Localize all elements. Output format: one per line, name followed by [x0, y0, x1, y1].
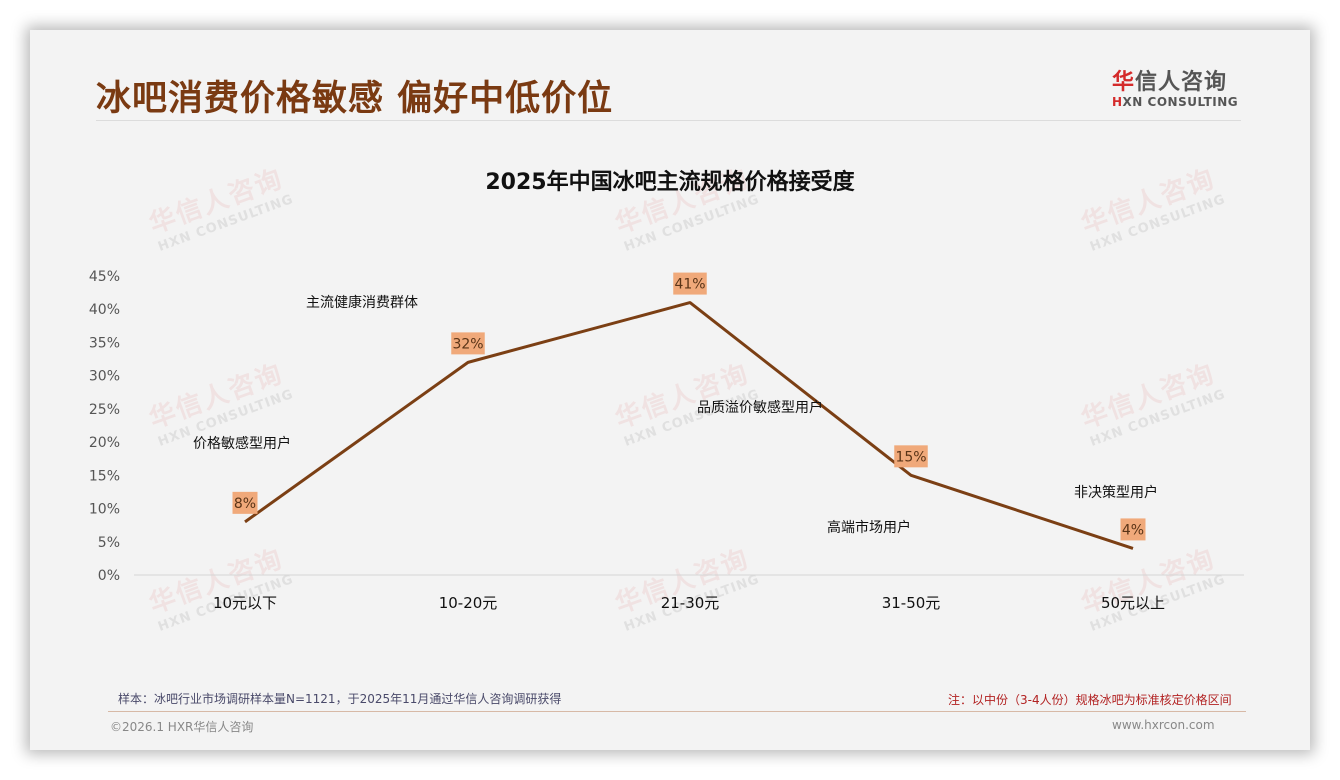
data-label: 41%: [673, 272, 707, 295]
segment-annotation: 高端市场用户: [827, 519, 911, 536]
data-label: 8%: [232, 491, 258, 514]
company-logo: 华信人咨询 HXN CONSULTING: [1112, 64, 1242, 109]
x-tick-label: 50元以上: [1101, 594, 1165, 612]
logo-chinese-prefix: 华: [1112, 70, 1136, 95]
data-label-text: 15%: [895, 449, 926, 465]
data-label-text: 32%: [452, 336, 483, 352]
y-tick-label: 15%: [89, 468, 120, 484]
data-label-text: 41%: [674, 277, 705, 293]
slide: 冰吧消费价格敏感 偏好中低价位 华信人咨询 HXN CONSULTING 华信人…: [30, 30, 1310, 750]
x-tick-label: 10-20元: [439, 594, 498, 612]
data-label: 32%: [451, 332, 485, 355]
y-tick-label: 10%: [89, 502, 120, 518]
series-line: [244, 301, 1134, 550]
chart-title: 2025年中国冰吧主流规格价格接受度: [485, 170, 855, 195]
y-tick-label: 20%: [89, 435, 120, 451]
data-label: 4%: [1120, 518, 1146, 541]
x-tick-label: 10元以下: [213, 594, 277, 612]
line-chart: 0% 5% 10% 15% 20% 25% 30% 35% 40% 45% 10元以下 10-20元…: [89, 269, 1244, 612]
logo-chinese: 华信人咨询: [1112, 64, 1242, 96]
data-label-bg: [232, 491, 258, 514]
logo-english-rest: XN CONSULTING: [1122, 95, 1239, 109]
footer-divider: [108, 711, 1246, 712]
data-label-text: 8%: [234, 496, 256, 512]
logo-english-prefix: H: [1112, 95, 1123, 109]
x-tick-label: 21-30元: [661, 594, 720, 612]
data-label: 15%: [894, 445, 928, 468]
sample-note: 样本：冰吧行业市场调研样本量N=1121，于2025年11月通过华信人咨询调研获…: [118, 692, 562, 706]
y-tick-label: 40%: [89, 302, 120, 318]
segment-annotation: 品质溢价敏感型用户: [697, 399, 823, 416]
data-label-bg: [451, 332, 485, 355]
y-tick-label: 5%: [98, 535, 120, 551]
data-label-bg: [1120, 518, 1146, 541]
x-tick-label: 31-50元: [882, 594, 941, 612]
y-axis: 0% 5% 10% 15% 20% 25% 30% 35% 40% 45%: [89, 269, 120, 584]
website-link[interactable]: www.hxrcon.com: [1112, 718, 1215, 732]
segment-annotation: 价格敏感型用户: [193, 435, 291, 452]
segment-annotation: 主流健康消费群体: [306, 294, 418, 311]
x-axis: 10元以下 10-20元 21-30元 31-50元 50元以上: [213, 594, 1165, 612]
copyright: ©2026.1 HXR华信人咨询: [110, 720, 254, 734]
page-title: 冰吧消费价格敏感 偏好中低价位: [96, 79, 614, 119]
data-label-bg: [894, 445, 928, 468]
title-divider: [96, 120, 1241, 121]
logo-english: HXN CONSULTING: [1112, 95, 1242, 109]
data-label-bg: [673, 272, 707, 295]
logo-chinese-rest: 信人咨询: [1135, 70, 1228, 95]
y-tick-label: 0%: [98, 568, 120, 584]
y-tick-label: 30%: [89, 369, 120, 385]
data-label-text: 4%: [1122, 522, 1144, 538]
y-tick-label: 25%: [89, 402, 120, 418]
y-tick-label: 45%: [89, 269, 120, 285]
spec-note: 注：以中份（3-4人份）规格冰吧为标准核定价格区间: [948, 693, 1232, 707]
segment-annotation: 非决策型用户: [1074, 484, 1158, 501]
y-tick-label: 35%: [89, 335, 120, 351]
data-labels: 8% 32% 41% 15% 4%: [232, 272, 1146, 541]
